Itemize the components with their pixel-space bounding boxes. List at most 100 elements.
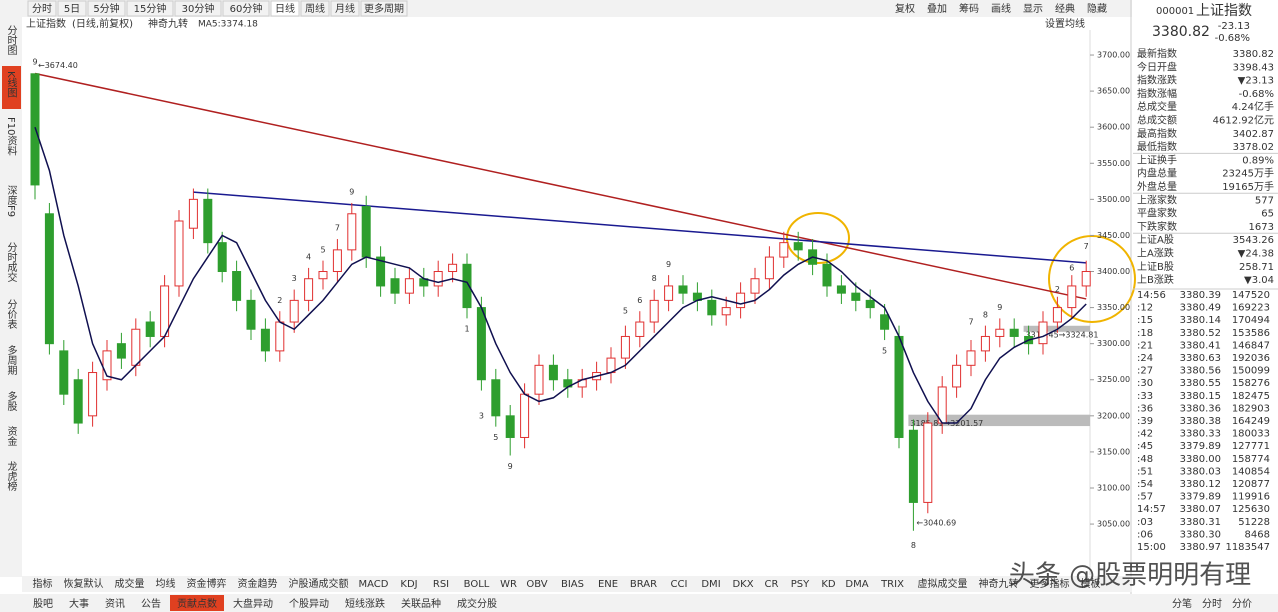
bottom-tab[interactable]: 个股异动	[289, 598, 329, 610]
period-button[interactable]	[87, 0, 126, 17]
indicator-tab[interactable]: BOLL	[464, 579, 490, 590]
ma-setting[interactable]: 设置均线	[1045, 17, 1085, 30]
sidebar-item[interactable]: F10资料	[5, 117, 17, 156]
period-button[interactable]	[270, 0, 300, 17]
indicator-tab[interactable]: 神奇九转	[979, 577, 1019, 590]
quote-value: 19165万手	[1222, 180, 1274, 193]
period-button[interactable]	[300, 0, 330, 17]
candle-body	[361, 206, 371, 258]
sidebar-item[interactable]: 分时图	[5, 25, 17, 56]
period-button[interactable]	[27, 0, 57, 17]
period-label[interactable]: 60分钟	[230, 2, 263, 15]
indicator-tab[interactable]: MACD	[359, 579, 389, 590]
candle-body	[275, 321, 285, 352]
indicator-tab[interactable]: 恢复默认	[64, 577, 104, 590]
bottom-tab[interactable]: 关联品种	[401, 597, 441, 610]
tick-volume: 158774	[1232, 454, 1270, 465]
period-label[interactable]: 分时	[32, 3, 52, 15]
sidebar-item[interactable]: 资金	[5, 426, 17, 446]
tick-volume: 127771	[1232, 441, 1270, 452]
period-label[interactable]: 5日	[64, 4, 80, 15]
indicator-tab[interactable]: BRAR	[630, 579, 657, 590]
indicator-tab[interactable]: KD	[821, 579, 836, 590]
candle-body	[707, 299, 717, 316]
bottom-tab[interactable]: 资讯	[105, 598, 125, 610]
tool-label[interactable]: 复权	[895, 2, 915, 15]
bottom-tab[interactable]: 成交分股	[457, 597, 497, 610]
period-label[interactable]: 月线	[335, 2, 355, 15]
indicator-tab[interactable]: ENE	[598, 579, 618, 590]
nine-turn-count: 9	[32, 58, 37, 67]
quote-value: 3378.02	[1233, 142, 1274, 153]
sidebar-item[interactable]: 分价表	[5, 299, 17, 330]
tool-label[interactable]: 画线	[991, 2, 1011, 15]
bottom-tab[interactable]: 大事	[69, 597, 89, 610]
candle-body	[433, 271, 443, 287]
quote-label: 上证换手	[1137, 153, 1177, 166]
tool-label[interactable]: 筹码	[959, 2, 979, 15]
period-button[interactable]	[222, 0, 270, 17]
bottom-tab[interactable]: 贡献点数	[177, 597, 217, 610]
indicator-tab[interactable]: OBV	[526, 579, 547, 590]
sidebar-item[interactable]: 龙虎榜	[5, 460, 17, 492]
indicator-tab[interactable]: WR	[500, 579, 517, 590]
period-button[interactable]	[126, 0, 174, 17]
indicator-tab[interactable]: 沪股通成交额	[289, 577, 349, 590]
indicator-tab[interactable]: 指标	[33, 577, 53, 590]
period-button[interactable]	[57, 0, 87, 17]
sidebar-item[interactable]: 深度F9	[5, 185, 17, 217]
indicator-tab[interactable]: TRIX	[880, 579, 904, 590]
period-label[interactable]: 日线	[275, 2, 295, 15]
indicator-tab[interactable]: 均线	[156, 577, 176, 590]
period-button[interactable]	[330, 0, 360, 17]
side-tab[interactable]: 分价	[1232, 598, 1252, 610]
tick-volume: 153586	[1232, 328, 1270, 339]
sidebar-item[interactable]: 分时成交	[5, 242, 17, 283]
period-button[interactable]	[174, 0, 222, 17]
tick-time: 15:00	[1137, 542, 1166, 553]
bottom-tab[interactable]: 短线涨跌	[345, 597, 385, 610]
period-label[interactable]: 5分钟	[93, 2, 119, 15]
nine-turn-count: 7	[335, 224, 340, 233]
indicator-tab[interactable]: DMI	[701, 579, 720, 590]
tool-label[interactable]: 叠加	[927, 3, 947, 15]
indicator-tab[interactable]: PSY	[791, 579, 810, 590]
tool-label[interactable]: 隐藏	[1087, 3, 1107, 15]
side-tab[interactable]: 分笔	[1172, 597, 1192, 610]
indicator-tab[interactable]: CR	[765, 579, 779, 590]
sidebar-item[interactable]: K线图	[5, 71, 17, 98]
period-button[interactable]	[360, 0, 408, 17]
period-label[interactable]: 周线	[305, 2, 325, 15]
indicator-tab[interactable]: KDJ	[400, 579, 417, 590]
indicator-tab[interactable]: CCI	[671, 579, 688, 590]
indicator-tab[interactable]: 成交量	[115, 577, 145, 590]
tick-time: :42	[1137, 429, 1153, 440]
indicator-tab[interactable]: 虚拟成交量	[918, 577, 968, 590]
indicator-tab[interactable]: DKX	[732, 579, 753, 590]
tick-price: 3380.31	[1180, 517, 1221, 528]
tick-time: :36	[1137, 403, 1153, 414]
indicator-tab[interactable]: DMA	[845, 579, 868, 590]
indicator-tab[interactable]: RSI	[433, 579, 449, 590]
period-label[interactable]: 30分钟	[182, 2, 215, 15]
y-tick-label: 3500.00	[1097, 195, 1130, 204]
tool-label[interactable]: 经典	[1055, 2, 1075, 15]
period-label[interactable]: 15分钟	[134, 2, 167, 15]
side-tab[interactable]: 分时	[1202, 598, 1222, 610]
candle-body	[923, 422, 933, 503]
indicator-tab[interactable]: 更多指标	[1030, 577, 1070, 590]
tool-label[interactable]: 显示	[1023, 3, 1043, 15]
sidebar-item[interactable]: 多周期	[5, 344, 17, 376]
indicator-tab[interactable]: 资金趋势	[238, 577, 278, 590]
bottom-tab[interactable]: 公告	[141, 597, 161, 610]
period-label[interactable]: 更多周期	[364, 2, 404, 15]
indicator-tab[interactable]: 模板	[1081, 577, 1101, 590]
bottom-tab[interactable]: 股吧	[33, 598, 53, 610]
sidebar-item[interactable]: 多股	[5, 390, 17, 412]
indicator-tab[interactable]: 资金博弈	[187, 577, 227, 590]
candle-body	[995, 328, 1005, 337]
tick-time: :21	[1137, 340, 1153, 351]
tick-price: 3379.89	[1180, 441, 1221, 452]
bottom-tab[interactable]: 大盘异动	[233, 597, 273, 610]
indicator-tab[interactable]: BIAS	[561, 579, 584, 590]
